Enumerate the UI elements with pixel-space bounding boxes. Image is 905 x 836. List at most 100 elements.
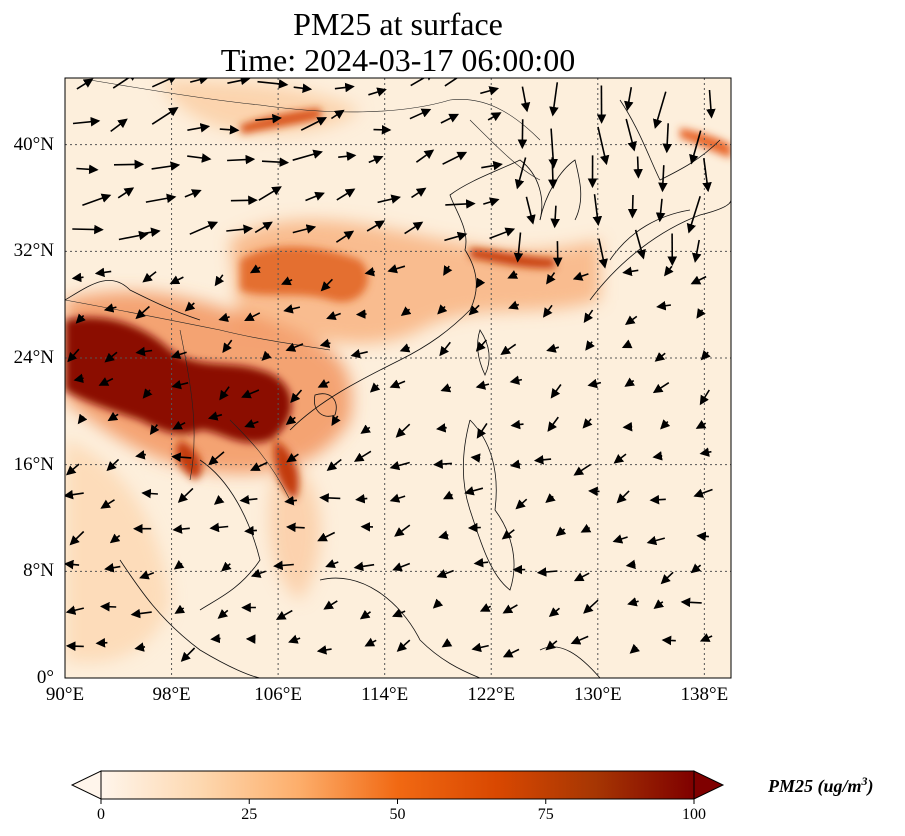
wind-arrow: [151, 107, 179, 125]
wind-arrow: [359, 609, 371, 620]
wind-arrow: [440, 113, 460, 124]
wind-arrow: [98, 377, 114, 386]
wind-arrow: [226, 224, 254, 234]
wind-arrow: [218, 312, 230, 322]
wind-arrow: [214, 274, 225, 287]
x-tick-label: 130°E: [573, 684, 622, 705]
wind-arrow: [629, 643, 640, 654]
wind-arrow: [652, 451, 663, 461]
wind-arrow: [141, 488, 158, 499]
wind-arrow: [583, 599, 599, 614]
wind-arrow: [151, 78, 178, 88]
wind-arrow: [104, 351, 118, 363]
wind-arrow: [283, 304, 301, 314]
wind-arrow: [290, 389, 303, 404]
wind-arrow: [76, 78, 94, 90]
wind-arrow: [627, 597, 639, 607]
wind-arrow: [213, 495, 225, 505]
map-frame: [64, 77, 732, 679]
wind-arrow: [173, 560, 185, 570]
wind-arrow: [300, 117, 328, 131]
wind-arrow: [507, 270, 519, 279]
wind-arrow: [476, 277, 486, 289]
wind-arrow: [702, 158, 712, 193]
wind-arrow: [208, 451, 225, 466]
wind-arrow: [436, 569, 454, 579]
wind-arrow: [250, 568, 266, 578]
wind-arrow: [149, 424, 160, 436]
wind-arrow: [646, 535, 666, 546]
wind-arrow: [582, 418, 593, 429]
wind-arrow: [476, 422, 488, 439]
wind-arrow: [316, 645, 332, 655]
wind-arrow: [689, 130, 702, 165]
wind-arrow: [442, 490, 454, 500]
wind-arrow: [624, 377, 636, 387]
pm25-band-japan: [680, 128, 731, 158]
wind-arrow: [130, 608, 152, 619]
wind-arrow: [592, 194, 603, 226]
y-tick-label: 8°N: [23, 560, 54, 582]
wind-arrow: [77, 413, 88, 425]
wind-arrow: [548, 128, 558, 169]
wind-arrow: [625, 118, 637, 152]
map-title: PM25 at surface: [293, 6, 503, 42]
colorbar-extend-max: [693, 770, 725, 800]
wind-arrow: [258, 186, 282, 201]
wind-arrow: [292, 149, 323, 161]
wind-arrow: [440, 383, 452, 393]
wind-arrow: [432, 598, 444, 609]
wind-arrow: [387, 264, 406, 274]
wind-arrow: [135, 305, 150, 320]
wind-arrow: [209, 522, 229, 533]
wind-arrow: [107, 411, 119, 422]
wind-arrow: [442, 151, 468, 165]
wind-arrow: [184, 301, 196, 312]
wind-arrow: [117, 187, 135, 199]
wind-arrow: [656, 300, 672, 311]
wind-arrow: [475, 380, 490, 390]
wind-arrow: [142, 271, 157, 283]
wind-arrow: [172, 524, 190, 534]
wind-arrow: [480, 86, 500, 96]
colorbar-tick-label: 0: [97, 806, 105, 823]
wind-arrow: [106, 458, 120, 472]
wind-arrow: [570, 635, 589, 645]
pm25-band-central: [240, 246, 369, 302]
wind-arrow: [171, 379, 189, 390]
wind-arrow: [597, 126, 610, 166]
wind-arrow: [286, 453, 299, 463]
wind-arrow: [444, 78, 471, 87]
wind-arrow: [69, 530, 85, 546]
wind-arrow: [331, 415, 341, 426]
wind-arrow: [249, 264, 261, 274]
wind-arrow: [549, 82, 559, 117]
wind-arrow: [699, 447, 712, 457]
wind-arrow: [110, 118, 128, 133]
wind-arrow: [572, 271, 589, 281]
wind-arrow: [547, 416, 559, 432]
wind-arrow: [292, 224, 317, 234]
wind-arrow: [103, 303, 117, 313]
wind-arrow: [170, 349, 187, 359]
wind-arrow: [241, 389, 260, 399]
wind-arrow: [135, 450, 147, 460]
x-tick-label: 114°E: [361, 684, 409, 705]
wind-arrow: [187, 123, 211, 133]
wind-arrow: [217, 609, 229, 619]
wind-arrow: [112, 78, 138, 89]
wind-arrow: [134, 642, 146, 652]
wind-arrow: [510, 459, 521, 469]
colorbar-extend-min: [70, 770, 102, 800]
wind-arrow: [254, 221, 273, 234]
wind-arrow: [664, 265, 674, 277]
gridlines: [65, 78, 731, 678]
wind-arrow: [65, 605, 84, 615]
wind-arrow: [95, 638, 108, 648]
wind-arrow: [548, 607, 561, 618]
wind-arrow: [508, 300, 520, 310]
wind-arrow: [502, 604, 518, 614]
wind-arrow: [690, 275, 707, 285]
wind-arrow: [548, 157, 558, 190]
wind-arrow: [695, 419, 707, 429]
